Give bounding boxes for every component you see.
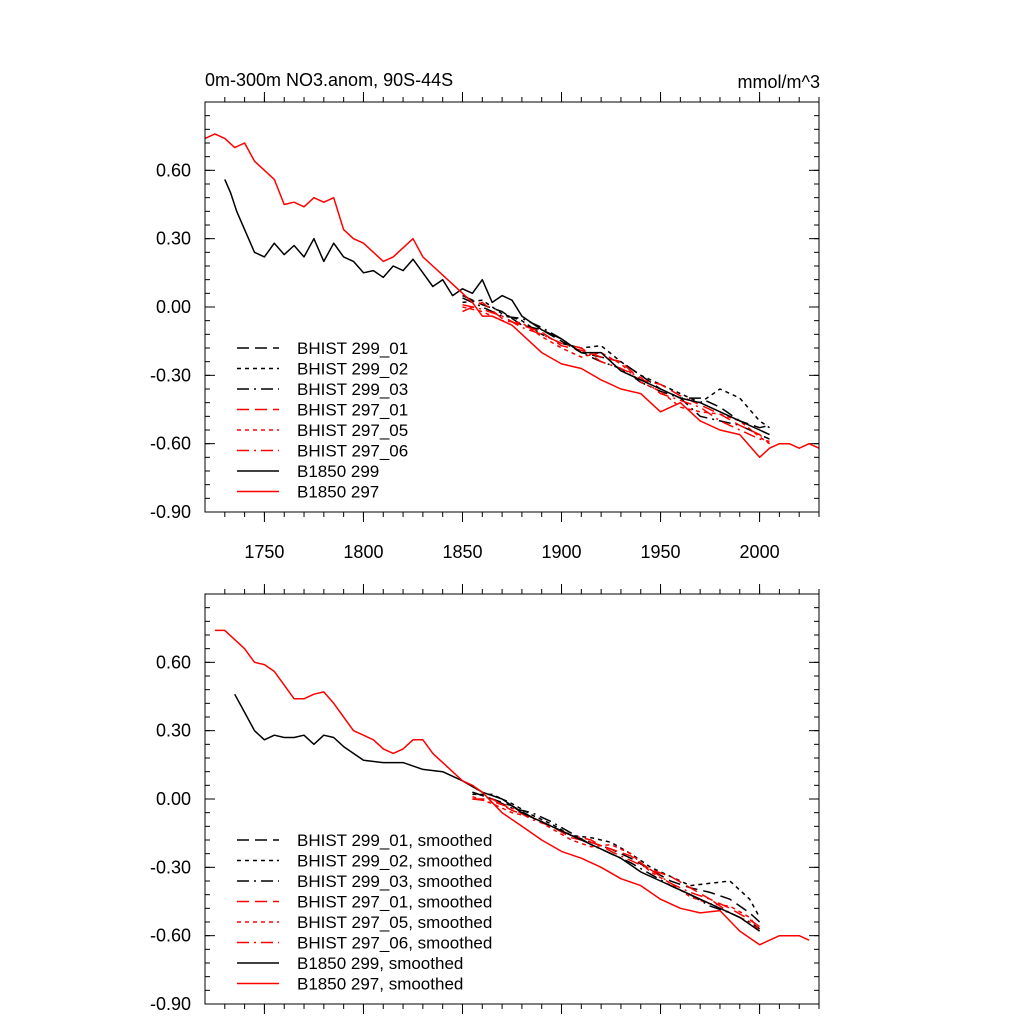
top-series-7 (224, 179, 770, 436)
bottom-series-5 (472, 795, 761, 932)
top-ytick-label: 0.30 (156, 229, 191, 249)
top-ytick-label: -0.90 (150, 502, 191, 522)
bottom-legend-label: BHIST 297_06, smoothed (297, 934, 492, 953)
bottom-legend-label: BHIST 297_01, smoothed (297, 893, 492, 912)
bottom-grid-ticks: 0.60 0.30 0.00 -0.30 -0.60 -0.90 (150, 584, 820, 1014)
top-xtick-label: 1750 (244, 542, 284, 562)
top-legend-label: BHIST 297_06 (297, 442, 408, 461)
top-legend-label: BHIST 299_01 (297, 339, 408, 358)
bottom-series-7 (234, 693, 761, 932)
top-ytick-label: 0.00 (156, 297, 191, 317)
bottom-plot-frame (204, 593, 820, 1005)
bottom-legend-label: BHIST 297_05, smoothed (297, 913, 492, 932)
bottom-series-3 (472, 791, 761, 930)
top-xtick-label: 2000 (740, 542, 780, 562)
bottom-legend: BHIST 299_01, smoothed BHIST 299_02, smoo… (237, 831, 492, 994)
bottom-legend-label: BHIST 299_01, smoothed (297, 831, 492, 850)
bottom-ytick-label: 0.60 (156, 652, 191, 672)
top-xtick-label: 1850 (442, 542, 482, 562)
top-panel-units: mmol/m^3 (738, 72, 820, 92)
top-xtick-label: 1950 (641, 542, 681, 562)
top-ytick-label: -0.30 (150, 365, 191, 385)
bottom-ytick-label: 0.00 (156, 789, 191, 809)
top-grid-ticks: 0.60 0.30 0.00 -0.30 -0.60 -0.90 1750 1800 1850 1… (150, 92, 820, 562)
bottom-legend-label: B1850 297, smoothed (297, 975, 463, 994)
top-legend-label: BHIST 299_02 (297, 360, 408, 379)
top-legend-label: BHIST 297_05 (297, 421, 408, 440)
top-xtick-label: 1900 (541, 542, 581, 562)
bottom-series-group (214, 629, 810, 946)
top-series-group (204, 133, 820, 459)
bottom-series-4 (472, 798, 761, 928)
top-panel-title: 0m-300m NO3.anom, 90S-44S (205, 70, 453, 90)
bottom-legend-label: B1850 299, smoothed (297, 954, 463, 973)
top-ytick-label: -0.60 (150, 434, 191, 454)
top-series-2 (462, 299, 770, 429)
top-panel: 0m-300m NO3.anom, 90S-44S mmol/m^3 0.600… (150, 70, 820, 562)
top-ytick-label: 0.60 (156, 160, 191, 180)
bottom-series-2 (472, 793, 761, 918)
top-plot-frame (204, 101, 820, 513)
bottom-series-8 (214, 629, 810, 946)
bottom-ytick-label: 0.30 (156, 721, 191, 741)
bottom-ytick-label: -0.60 (150, 926, 191, 946)
top-series-6 (462, 303, 770, 443)
bottom-ytick-label: -0.90 (150, 994, 191, 1014)
bottom-legend-label: BHIST 299_03, smoothed (297, 872, 492, 891)
bottom-series-6 (472, 798, 761, 932)
bottom-legend-label: BHIST 299_02, smoothed (297, 852, 492, 871)
top-legend-label: B1850 297 (297, 483, 379, 502)
top-series-8 (204, 133, 820, 459)
bottom-ytick-label: -0.30 (150, 857, 191, 877)
top-legend-label: B1850 299 (297, 462, 379, 481)
bottom-panel: 0.60 0.30 0.00 -0.30 -0.60 -0.90 BHIST 299_01… (150, 584, 820, 1014)
top-legend-label: BHIST 299_03 (297, 380, 408, 399)
top-xtick-label: 1800 (343, 542, 383, 562)
top-legend-label: BHIST 297_01 (297, 401, 408, 420)
